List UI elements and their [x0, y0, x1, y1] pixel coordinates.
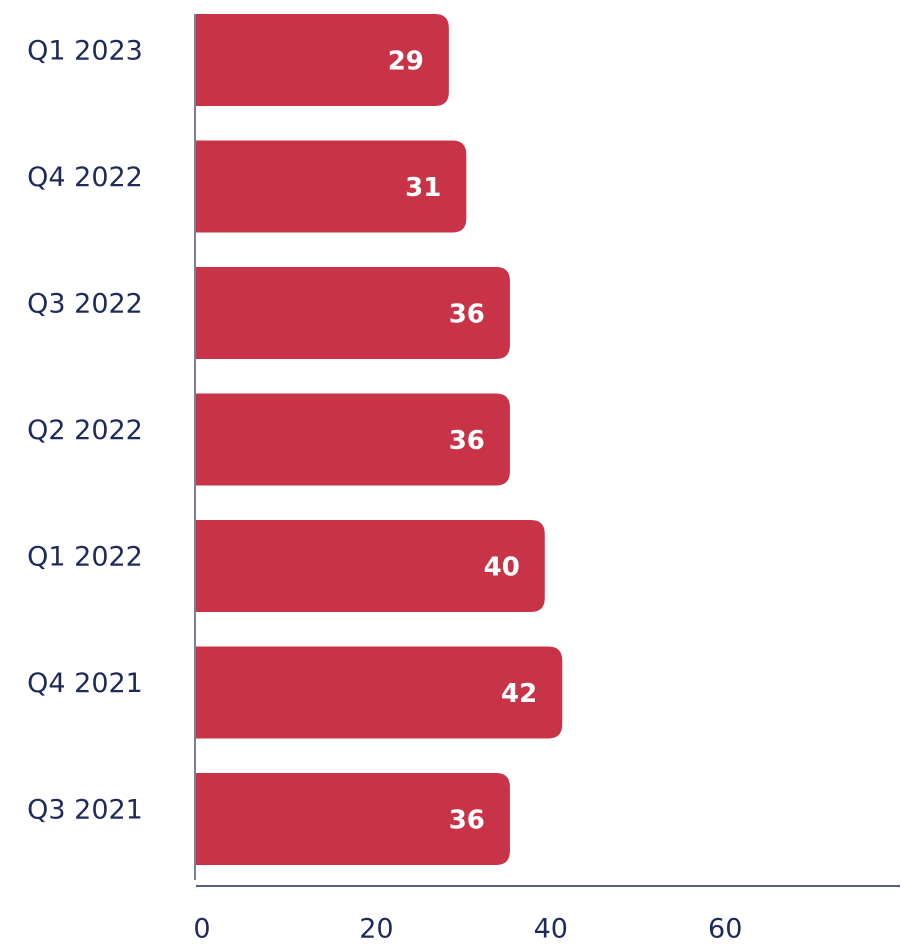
bar — [196, 140, 467, 233]
x-tick-label: 60 — [708, 914, 742, 945]
y-tick-label: Q2 2022 — [27, 415, 143, 446]
bar — [196, 267, 510, 359]
x-tick-label: 40 — [534, 914, 568, 945]
bar — [196, 646, 563, 739]
bar — [196, 14, 449, 106]
value-label: 36 — [449, 806, 485, 836]
y-tick-label: Q3 2022 — [27, 289, 143, 320]
y-tick-label: Q1 2023 — [27, 36, 143, 67]
value-label: 36 — [449, 300, 485, 330]
y-tick-label: Q4 2021 — [27, 668, 143, 699]
bar — [196, 520, 545, 612]
x-tick-label: 20 — [359, 914, 393, 945]
value-label: 36 — [449, 426, 485, 456]
bar — [196, 773, 510, 865]
y-tick-label: Q1 2022 — [27, 542, 143, 573]
value-label: 29 — [388, 47, 424, 77]
y-tick-label: Q4 2022 — [27, 162, 143, 193]
value-label: 31 — [405, 173, 441, 203]
bar — [196, 393, 510, 486]
value-label: 40 — [484, 553, 520, 583]
x-tick-label: 0 — [193, 914, 210, 945]
y-tick-label: Q3 2021 — [27, 795, 143, 826]
value-label: 42 — [501, 679, 537, 709]
